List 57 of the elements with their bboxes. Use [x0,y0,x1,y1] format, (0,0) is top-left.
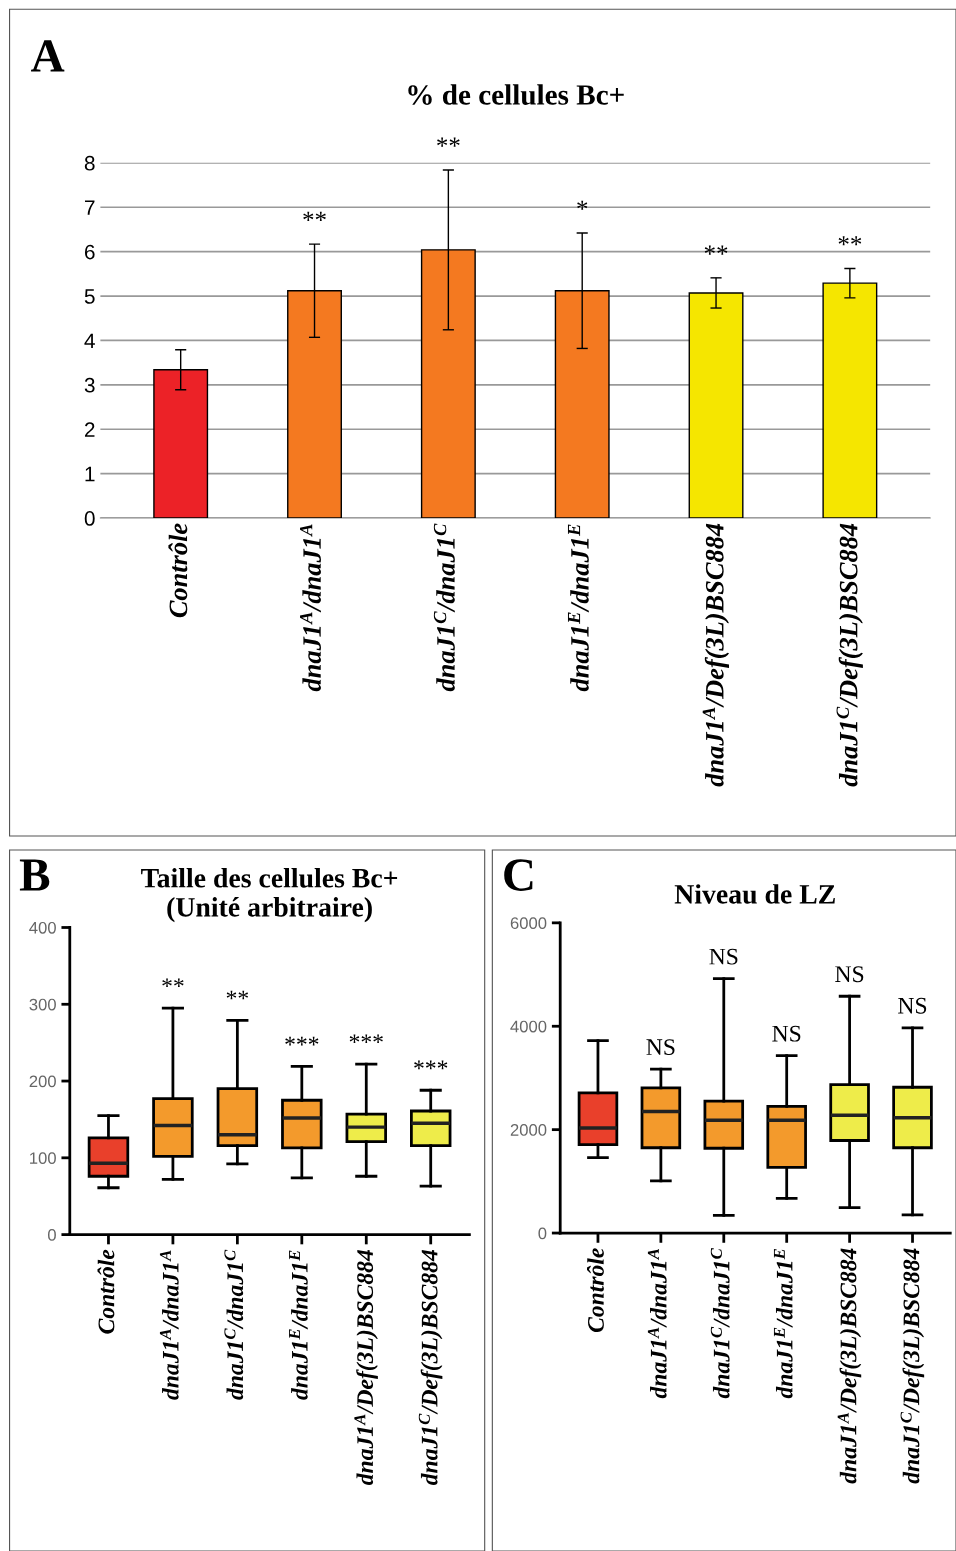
y-tick-label: 2 [84,422,95,437]
y-tick-label: 3 [84,377,95,393]
annotation: *** [349,1034,383,1044]
x-tick-label: Contrôle [97,1249,115,1334]
x-tick-label: dnaJ1$^{A}$/Def(3L)BSC884 [354,1249,378,1486]
annotation: ** [226,990,249,1000]
y-tick-label: 200 [29,1075,56,1088]
y-tick-label: 0 [84,511,95,526]
x-tick-label: dnaJ1$^{A}$/Def(3L)BSC884 [702,523,730,787]
text: A [31,40,65,72]
y-tick-label: 400 [29,921,56,934]
annotation: NS [835,966,864,983]
annotation: * [577,200,588,210]
chart-title: % de cellules Bc+ [408,84,624,105]
x-tick-label: dnaJ1$^{C}$/dnaJ1$^{C}$ [710,1248,730,1399]
y-tick-label: 1 [85,466,95,482]
x-tick-label: dnaJ1$^{C}$/dnaJ1$^{C}$ [224,1249,244,1400]
y-tick-label: 0 [47,1229,56,1241]
y-tick-label: 6 [84,244,95,260]
x-tick-label: dnaJ1$^{E}$/dnaJ1$^{E}$ [567,524,589,692]
x-tick-label: dnaJ1$^{A}$/dnaJ1$^{A}$ [647,1248,667,1399]
annotation: *** [414,1060,448,1070]
y-tick-label: 8 [84,155,95,171]
x-tick-label: dnaJ1$^{C}$/Def(3L)BSC884 [900,1248,925,1484]
x-tick-label: dnaJ1$^{C}$/Def(3L)BSC884 [836,523,863,787]
x-tick-label: Contrôle [586,1248,604,1333]
x-tick-label: dnaJ1$^{A}$/dnaJ1$^{A}$ [300,524,321,692]
y-tick-label: 7 [85,200,95,215]
annotation: ** [704,245,728,255]
y-tick-label: 4 [84,333,95,348]
y-tick-label: 2000 [510,1124,547,1136]
y-tick-label: 4000 [510,1020,547,1033]
annotation: ** [303,211,326,221]
chart-title: Niveau de LZ [674,884,835,904]
annotation: NS [772,1025,801,1042]
x-tick-label: dnaJ1$^{E}$/dnaJ1$^{E}$ [773,1249,793,1399]
x-tick-label: dnaJ1$^{C}$/dnaJ1$^{C}$ [433,523,455,692]
y-tick-label: 5 [84,289,95,304]
y-tick-label: 100 [30,1152,56,1165]
text: ** [437,137,460,147]
annotation: NS [709,948,738,965]
x-tick-label: dnaJ1$^{C}$/Def(3L)BSC884 [418,1249,443,1486]
x-tick-label: dnaJ1$^{A}$/dnaJ1$^{A}$ [159,1250,179,1400]
chart-title: Taille des cellules Bc+ (Unité arbitraire) [141,868,398,923]
x-tick-label: Contrôle [168,523,188,618]
annotation: NS [646,1039,675,1056]
y-tick-label: 6000 [510,917,547,930]
x-tick-label: dnaJ1$^{A}$/Def(3L)BSC884 [837,1248,862,1484]
annotation: ** [838,236,862,246]
x-tick-label: dnaJ1$^{E}$/dnaJ1$^{E}$ [289,1250,308,1400]
y-tick-label: 0 [538,1227,547,1240]
text: C [504,859,533,891]
annotation: ** [162,978,184,988]
text: B [19,859,50,891]
annotation: *** [285,1036,319,1046]
annotation: NS [898,997,927,1014]
y-tick-label: 300 [29,998,56,1011]
